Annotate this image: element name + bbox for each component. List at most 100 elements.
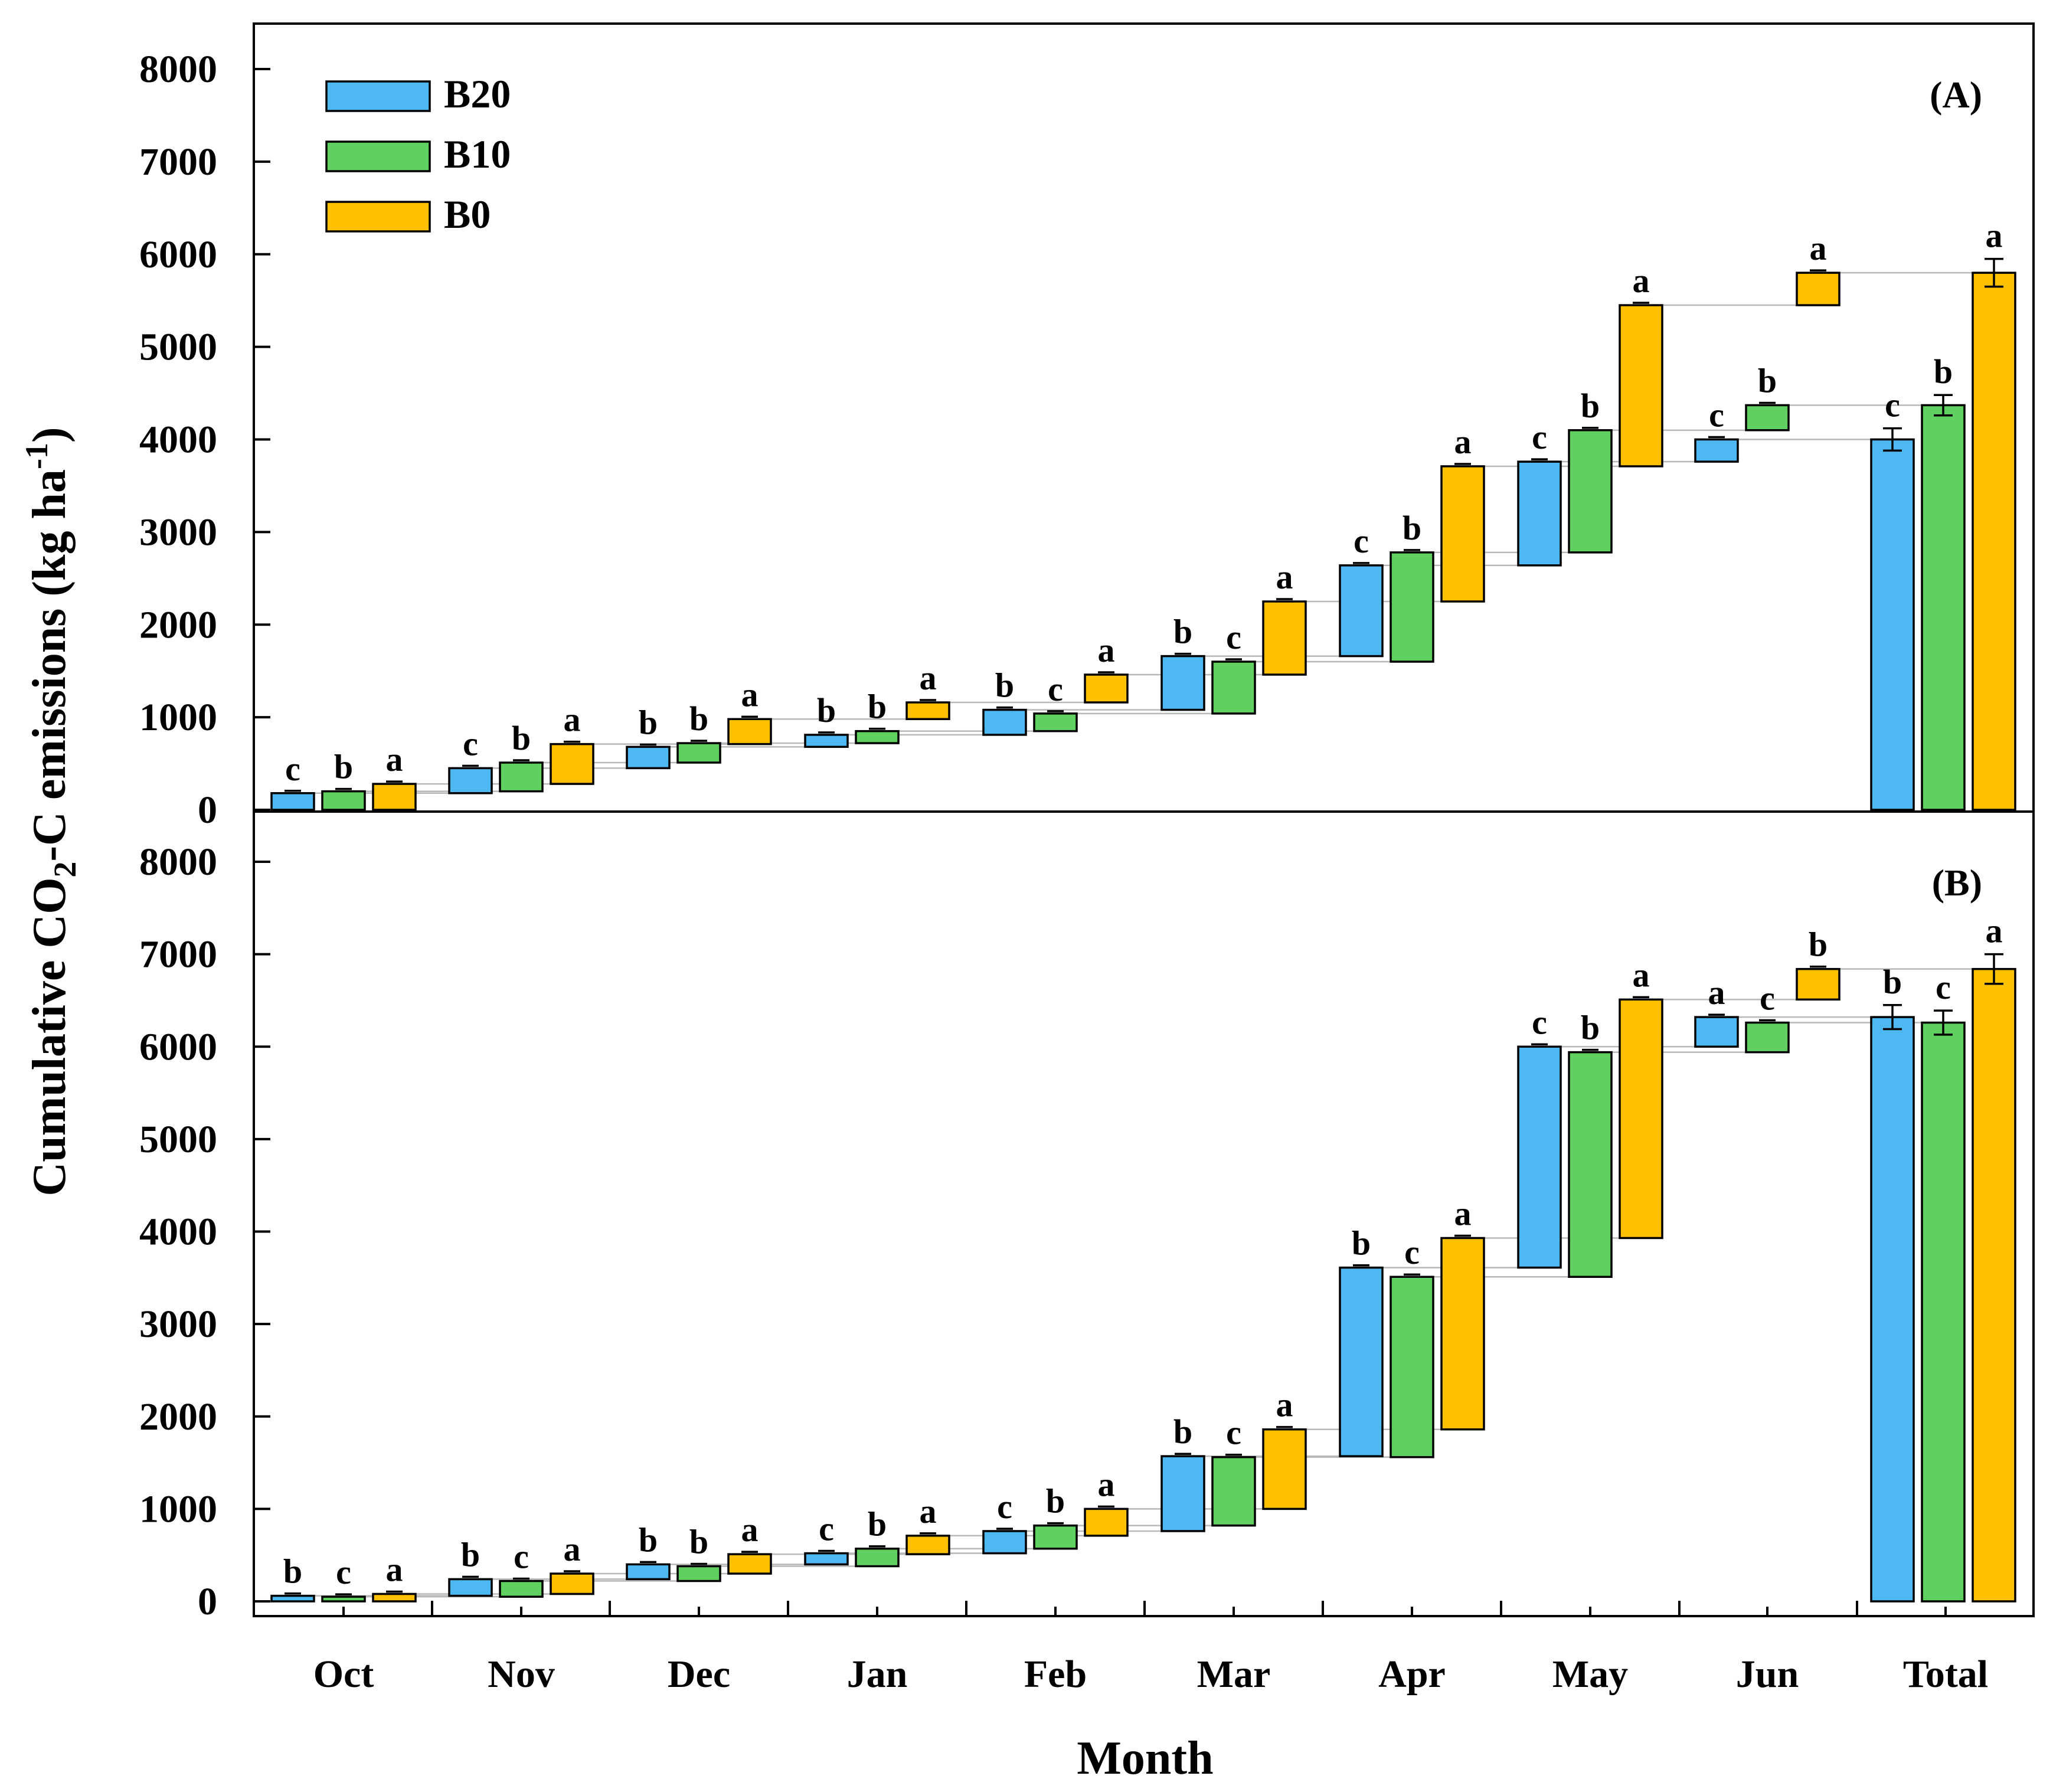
- y-title-suffix: ): [24, 427, 76, 443]
- significance-letter: a: [920, 659, 937, 697]
- connector-lines: [314, 272, 1973, 794]
- y-tick-label: 3000: [139, 1303, 217, 1346]
- significance-letter: b: [512, 719, 531, 757]
- bar-b0-dec: [727, 1553, 772, 1575]
- significance-letter: a: [386, 740, 403, 779]
- significance-letter: a: [1454, 1194, 1472, 1232]
- bar-b20-may: [1517, 1045, 1562, 1269]
- significance-letter: b: [817, 691, 836, 730]
- bar-b0-jan: [905, 1535, 950, 1555]
- significance-letter: a: [1098, 1465, 1115, 1503]
- significance-letter: b: [868, 688, 887, 726]
- bar-b10-oct: [321, 790, 366, 811]
- legend-swatch: [325, 140, 431, 172]
- significance-letter: c: [1760, 979, 1775, 1018]
- y-tick-label: 4000: [139, 418, 217, 462]
- y-tick-label: 6000: [139, 1025, 217, 1068]
- bar-b0-mar: [1262, 1428, 1307, 1510]
- bar-b0-apr: [1440, 1237, 1485, 1431]
- plot-frame: [253, 810, 2035, 1617]
- bar-b0-nov: [550, 743, 594, 785]
- y-tick-label: 0: [198, 789, 217, 832]
- y-tick-label: 8000: [139, 48, 217, 91]
- y-tick-label: 1000: [139, 1487, 217, 1531]
- significance-letter: a: [1276, 558, 1293, 596]
- significance-letter: b: [1173, 1412, 1192, 1451]
- significance-letter: b: [1352, 1224, 1371, 1263]
- bar-b20-mar: [1160, 655, 1205, 711]
- significance-letter: a: [1098, 631, 1115, 669]
- bar-b10-feb: [1033, 712, 1078, 733]
- x-tick-label: Jan: [847, 1653, 908, 1696]
- y-tick-label: 8000: [139, 841, 217, 884]
- x-tick-label: Nov: [488, 1653, 555, 1696]
- significance-letter: c: [1532, 418, 1547, 456]
- bar-b10-dec: [676, 742, 721, 764]
- bar-b20-total: [1870, 438, 1915, 811]
- y-title-prefix: Cumulative CO: [24, 878, 76, 1196]
- significance-letter: b: [1403, 509, 1421, 547]
- x-axis: Oct Nov Dec Jan Feb Mar Apr May Jun Total: [253, 1601, 1988, 1696]
- bar-b10-dec: [676, 1565, 721, 1582]
- y-tick-label: 5000: [139, 326, 217, 369]
- bar-b0-total: [1972, 272, 2016, 811]
- bar-b0-total: [1972, 967, 2016, 1603]
- bar-b20-jan: [804, 734, 849, 748]
- significance-letter: b: [1883, 963, 1902, 1001]
- significance-letter: c: [1709, 396, 1724, 434]
- significance-letter: c: [336, 1553, 351, 1591]
- bar-b10-nov: [499, 761, 544, 793]
- significance-letter: b: [1758, 361, 1777, 400]
- significance-letter: c: [1226, 618, 1241, 656]
- significance-letter: a: [920, 1492, 937, 1531]
- bar-b0-nov: [550, 1572, 594, 1595]
- bar-b10-jan: [855, 1547, 900, 1568]
- significance-letter: a: [1633, 956, 1650, 994]
- bar-b20-jan: [804, 1552, 849, 1566]
- y-tick-label: 7000: [139, 140, 217, 184]
- significance-letter: a: [1633, 261, 1650, 300]
- bar-b20-apr: [1339, 564, 1384, 658]
- bar-b0-jun: [1796, 967, 1840, 1001]
- significance-letter: b: [689, 1522, 708, 1561]
- bar-b10-total: [1921, 1021, 1966, 1603]
- bar-b20-dec: [626, 1563, 671, 1581]
- bar-b20-feb: [982, 708, 1027, 736]
- significance-letter: c: [1226, 1414, 1241, 1452]
- legend-label: B0: [444, 192, 491, 237]
- x-tick-label: Total: [1903, 1653, 1988, 1696]
- x-tick-label: Mar: [1197, 1653, 1271, 1696]
- significance-letter: c: [997, 1487, 1012, 1526]
- legend-label: B10: [444, 132, 511, 176]
- significance-letter: c: [819, 1510, 834, 1548]
- y-tick-label: 2000: [139, 603, 217, 646]
- y-tick-label: 2000: [139, 1395, 217, 1438]
- significance-letter: a: [1810, 229, 1827, 267]
- panel-label: (A): [1930, 74, 1982, 116]
- significance-letter: a: [1986, 217, 2003, 255]
- significance-letter: a: [564, 1530, 581, 1568]
- y-tick-label: 6000: [139, 233, 217, 276]
- x-tick-label: Dec: [668, 1653, 730, 1696]
- significance-letter: b: [334, 748, 353, 786]
- y-tick-label: 5000: [139, 1118, 217, 1161]
- significance-letter: c: [514, 1538, 529, 1576]
- x-tick-label: Jun: [1736, 1653, 1799, 1696]
- bar-b10-feb: [1033, 1524, 1078, 1550]
- significance-letter: b: [1581, 387, 1600, 425]
- bar-b20-jun: [1694, 438, 1739, 463]
- bar-b20-apr: [1339, 1266, 1384, 1457]
- bar-b0-jan: [905, 701, 950, 721]
- x-tick-label: Apr: [1378, 1653, 1446, 1696]
- bar-b0-may: [1619, 998, 1663, 1240]
- bar-b0-jun: [1796, 272, 1840, 306]
- bar-b20-jun: [1694, 1016, 1739, 1048]
- bar-b10-apr: [1390, 551, 1434, 663]
- x-tick-label: May: [1552, 1653, 1628, 1696]
- significance-letter: a: [564, 701, 581, 739]
- significance-letter: b: [689, 699, 708, 738]
- x-tick-label: Feb: [1024, 1653, 1087, 1696]
